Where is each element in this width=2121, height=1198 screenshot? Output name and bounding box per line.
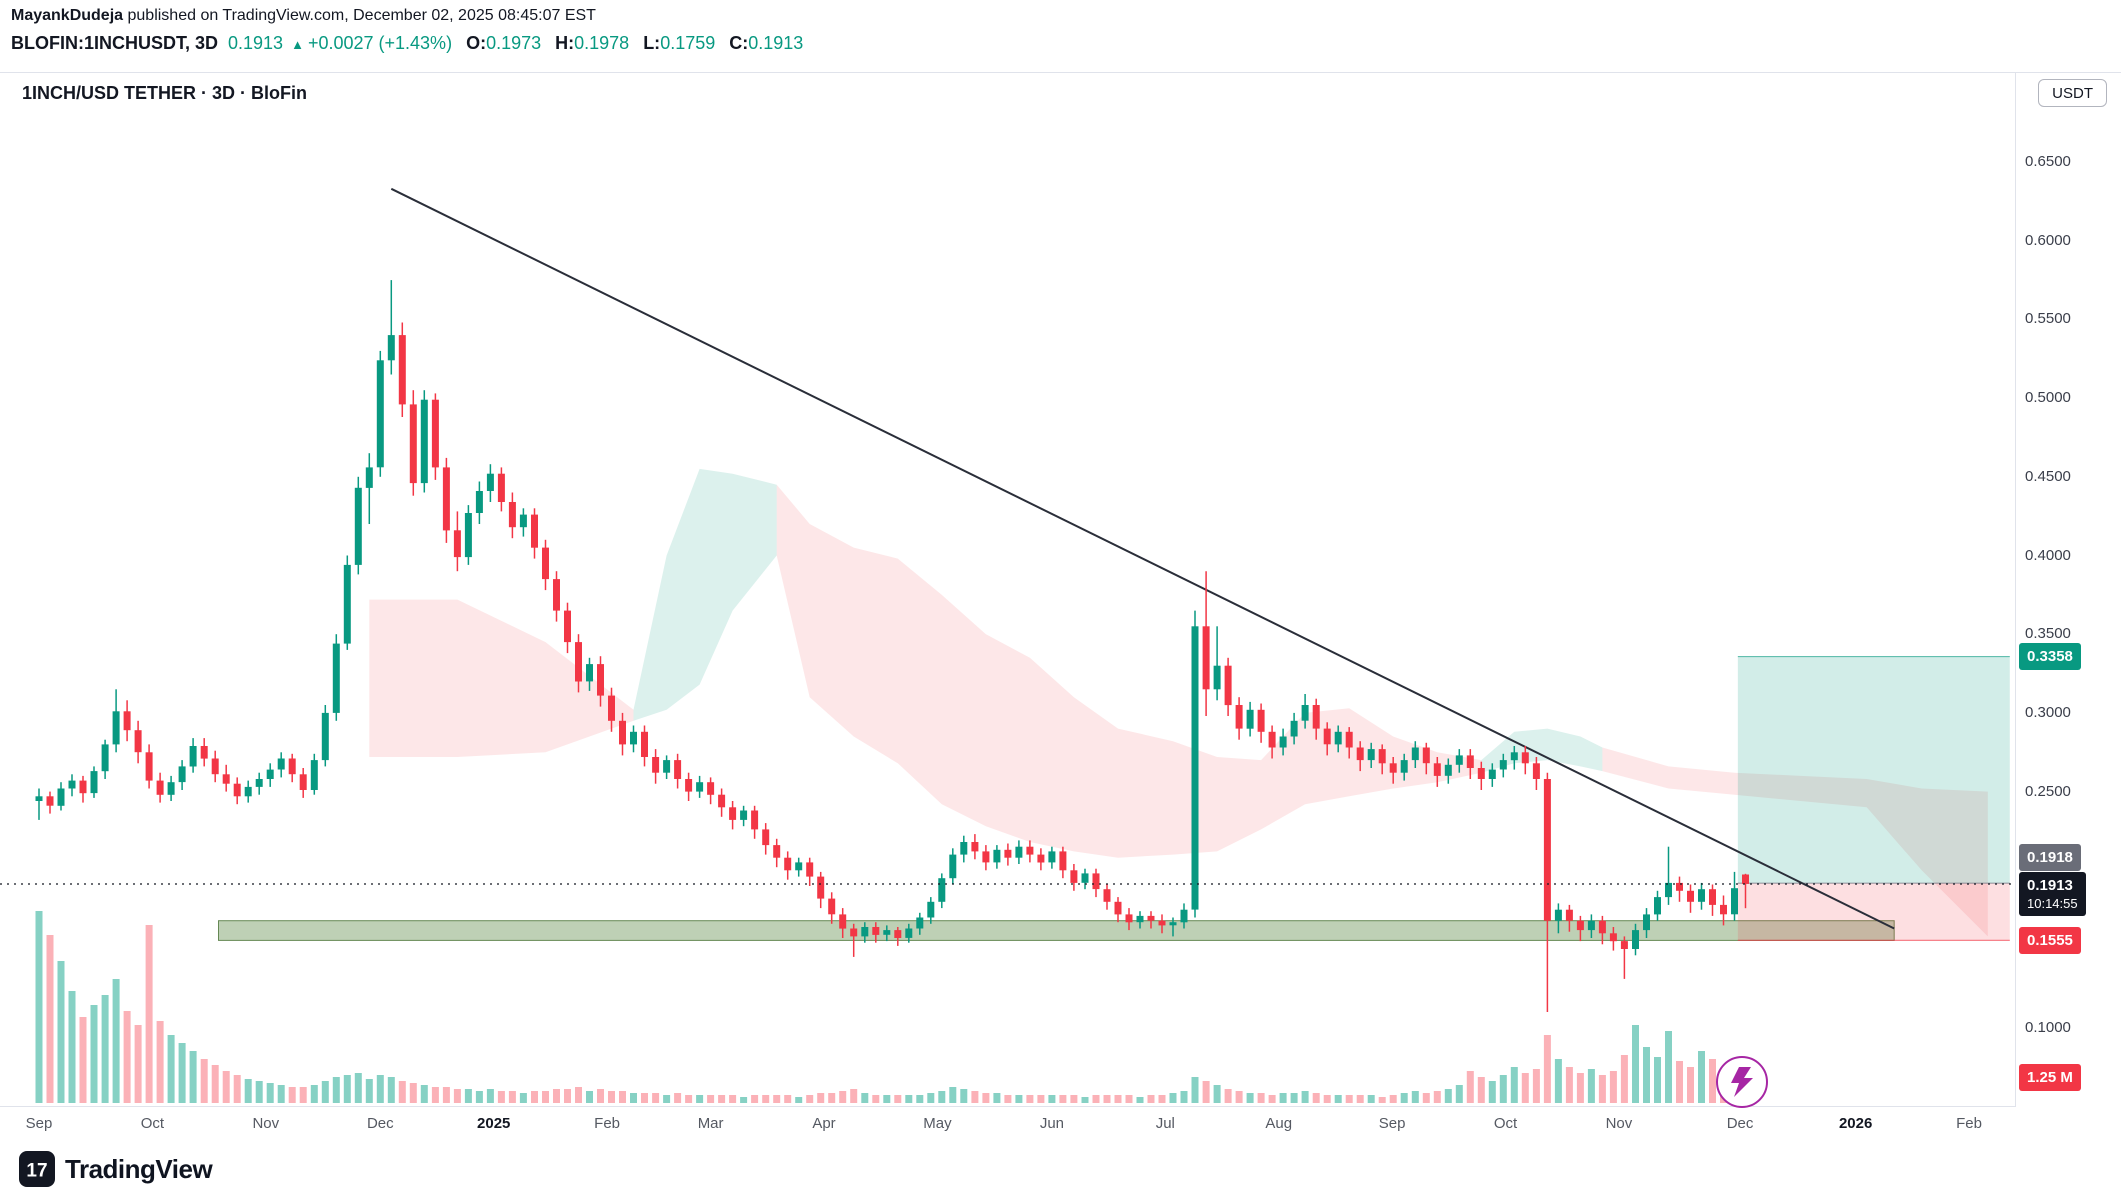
footer: 17 TradingView [0,1140,2121,1198]
time-axis-month-label: Dec [1726,1115,1754,1132]
symbol-line: BLOFIN:1INCHUSDT, 3D 0.1913 ▲ +0.0027 (+1.4… [11,33,803,54]
price-axis-label: 0.4000 [2025,546,2071,564]
up-arrow-icon: ▲ [291,37,304,52]
time-axis-month-label: Aug [1265,1115,1293,1132]
price-axis-label: 0.3000 [2025,703,2071,721]
boost-flash-icon[interactable] [1716,1056,1768,1108]
currency-toggle-button[interactable]: USDT [2038,79,2107,107]
volume-badge: 1.25 M [2019,1064,2081,1091]
price-axis-label: 0.4500 [2025,467,2071,485]
time-axis-month-label: Dec [366,1115,394,1132]
time-axis-month-label: Feb [1956,1115,1982,1132]
chart-canvas[interactable]: 1INCH/USD TETHER · 3D · BloFin USDT 0.65… [0,72,2121,1142]
time-axis-month-label: Jun [1039,1115,1064,1132]
published-text: published on TradingView.com, December 0… [123,7,596,24]
time-axis[interactable]: Sep Oct Nov Dec 2025 Feb Mar Apr May Jun Jul Aug Sep… [0,1106,2016,1142]
price-axis-label: 0.3500 [2025,625,2071,643]
high-label: H: [555,33,575,53]
price-axis-label: 0.6000 [2025,231,2071,249]
header: MayankDudeja published on TradingView.co… [0,0,2121,72]
time-axis-month-label: Nov [252,1115,280,1132]
price-change: +0.0027 (+1.43%) [307,33,453,53]
price-axis-label: 0.1000 [2025,1018,2071,1036]
last-price: 0.1913 [228,33,284,53]
bar-countdown: 10:14:55 [2027,895,2078,911]
low-label: L: [643,33,661,53]
price-axis-label: 0.6500 [2025,153,2071,170]
target-price-badge: 0.3358 [2019,642,2081,670]
cloud-red [776,484,1173,858]
time-axis-month-label: Sep [25,1115,53,1132]
price-axis-label: 0.5000 [2025,389,2071,407]
descending-trendline[interactable] [390,187,1895,930]
price-axis-label: 0.5500 [2025,310,2071,328]
cloud-red [1602,747,1988,937]
price-axis[interactable]: 0.6500 0.6000 0.5500 0.5000 0.4500 0.4000 0.35… [2015,73,2121,1106]
time-axis-month-label: Jul [1155,1115,1175,1132]
cloud-green [633,468,777,721]
time-axis-year-label: 2026 [1838,1115,1873,1132]
close-value: 0.1913 [748,33,804,53]
stop-price-badge: 0.1555 [2019,927,2081,955]
svg-text:17: 17 [26,1161,47,1182]
chart-legend: 1INCH/USD TETHER · 3D · BloFin [22,83,308,103]
long-target-box[interactable] [1737,656,2010,884]
price-axis-label: 0.2500 [2025,782,2071,800]
support-zone[interactable] [218,920,1895,941]
volume-series [35,911,1749,1103]
long-stop-box[interactable] [1737,883,2010,941]
candlestick-series[interactable] [35,280,1750,1012]
time-axis-year-label: 2025 [477,1115,511,1132]
open-label: O: [466,33,487,53]
time-axis-month-label: Mar [697,1115,724,1132]
high-value: 0.1978 [574,33,630,53]
time-axis-month-label: May [923,1115,952,1132]
time-axis-month-label: Sep [1378,1115,1406,1132]
time-axis-month-label: Apr [812,1115,836,1132]
close-label: C: [729,33,749,53]
entry-price-badge: 0.1918 [2019,844,2081,872]
lightning-bolt-icon [1731,1067,1753,1097]
open-value: 0.1973 [486,33,542,53]
last-price-badge: 0.1913 10:14:55 [2019,871,2086,916]
symbol-title[interactable]: BLOFIN:1INCHUSDT, 3D [11,33,219,53]
publisher-name[interactable]: MayankDudeja [11,7,124,24]
tradingview-logo-icon: 17 [19,1151,55,1187]
time-axis-month-label: Feb [594,1115,621,1132]
time-axis-month-label: Nov [1605,1115,1633,1132]
cloud-red [1173,708,1482,855]
low-value: 0.1759 [660,33,716,53]
cloud-red [369,599,634,757]
tradingview-logo[interactable]: 17 TradingView [19,1151,213,1187]
published-line: MayankDudeja published on TradingView.co… [11,7,596,25]
candlestick-chart[interactable] [0,73,2121,1141]
time-axis-month-label: Oct [1493,1115,1518,1132]
tradingview-wordmark: TradingView [65,1153,213,1184]
time-axis-month-label: Oct [140,1115,165,1132]
